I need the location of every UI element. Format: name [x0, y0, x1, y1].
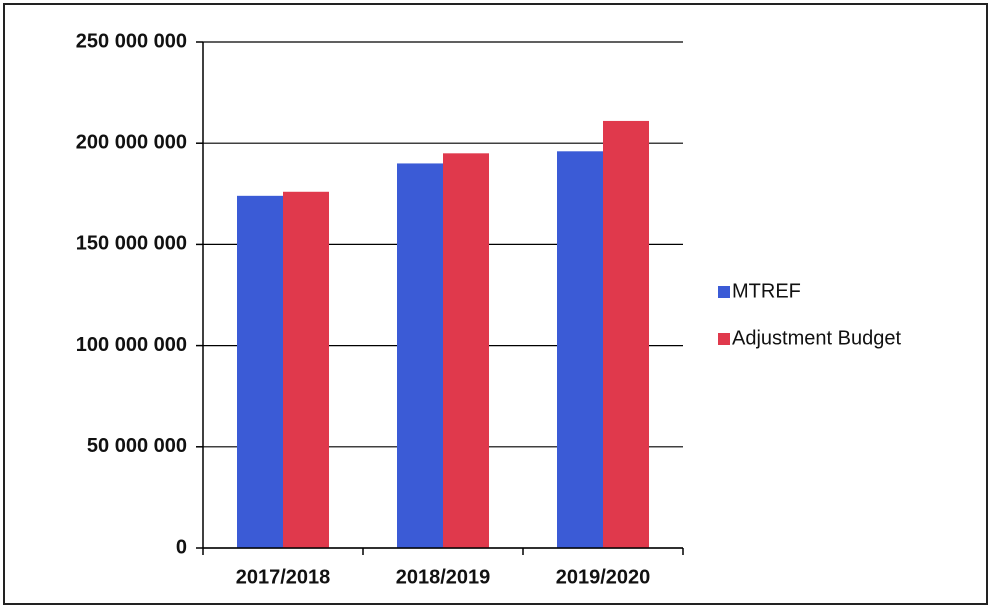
legend-swatch [718, 286, 730, 298]
bar [283, 191, 329, 548]
x-tick-label: 2019/2020 [556, 566, 651, 588]
y-tick-label: 0 [176, 536, 187, 558]
y-tick-label: 100 000 000 [76, 334, 187, 356]
y-tick-label: 150 000 000 [76, 233, 187, 255]
bar [603, 120, 649, 548]
y-tick-label: 50 000 000 [87, 435, 187, 457]
bar [237, 195, 283, 548]
bar [443, 153, 489, 548]
bar [397, 163, 443, 548]
legend-label: MTREF [732, 280, 801, 302]
chart-frame [3, 3, 988, 605]
legend-label: Adjustment Budget [732, 327, 901, 349]
bar [557, 151, 603, 548]
y-tick-label: 250 000 000 [76, 30, 187, 52]
legend-swatch [718, 333, 730, 345]
x-tick-label: 2018/2019 [396, 566, 491, 588]
x-tick-label: 2017/2018 [236, 566, 331, 588]
y-tick-label: 200 000 000 [76, 131, 187, 153]
